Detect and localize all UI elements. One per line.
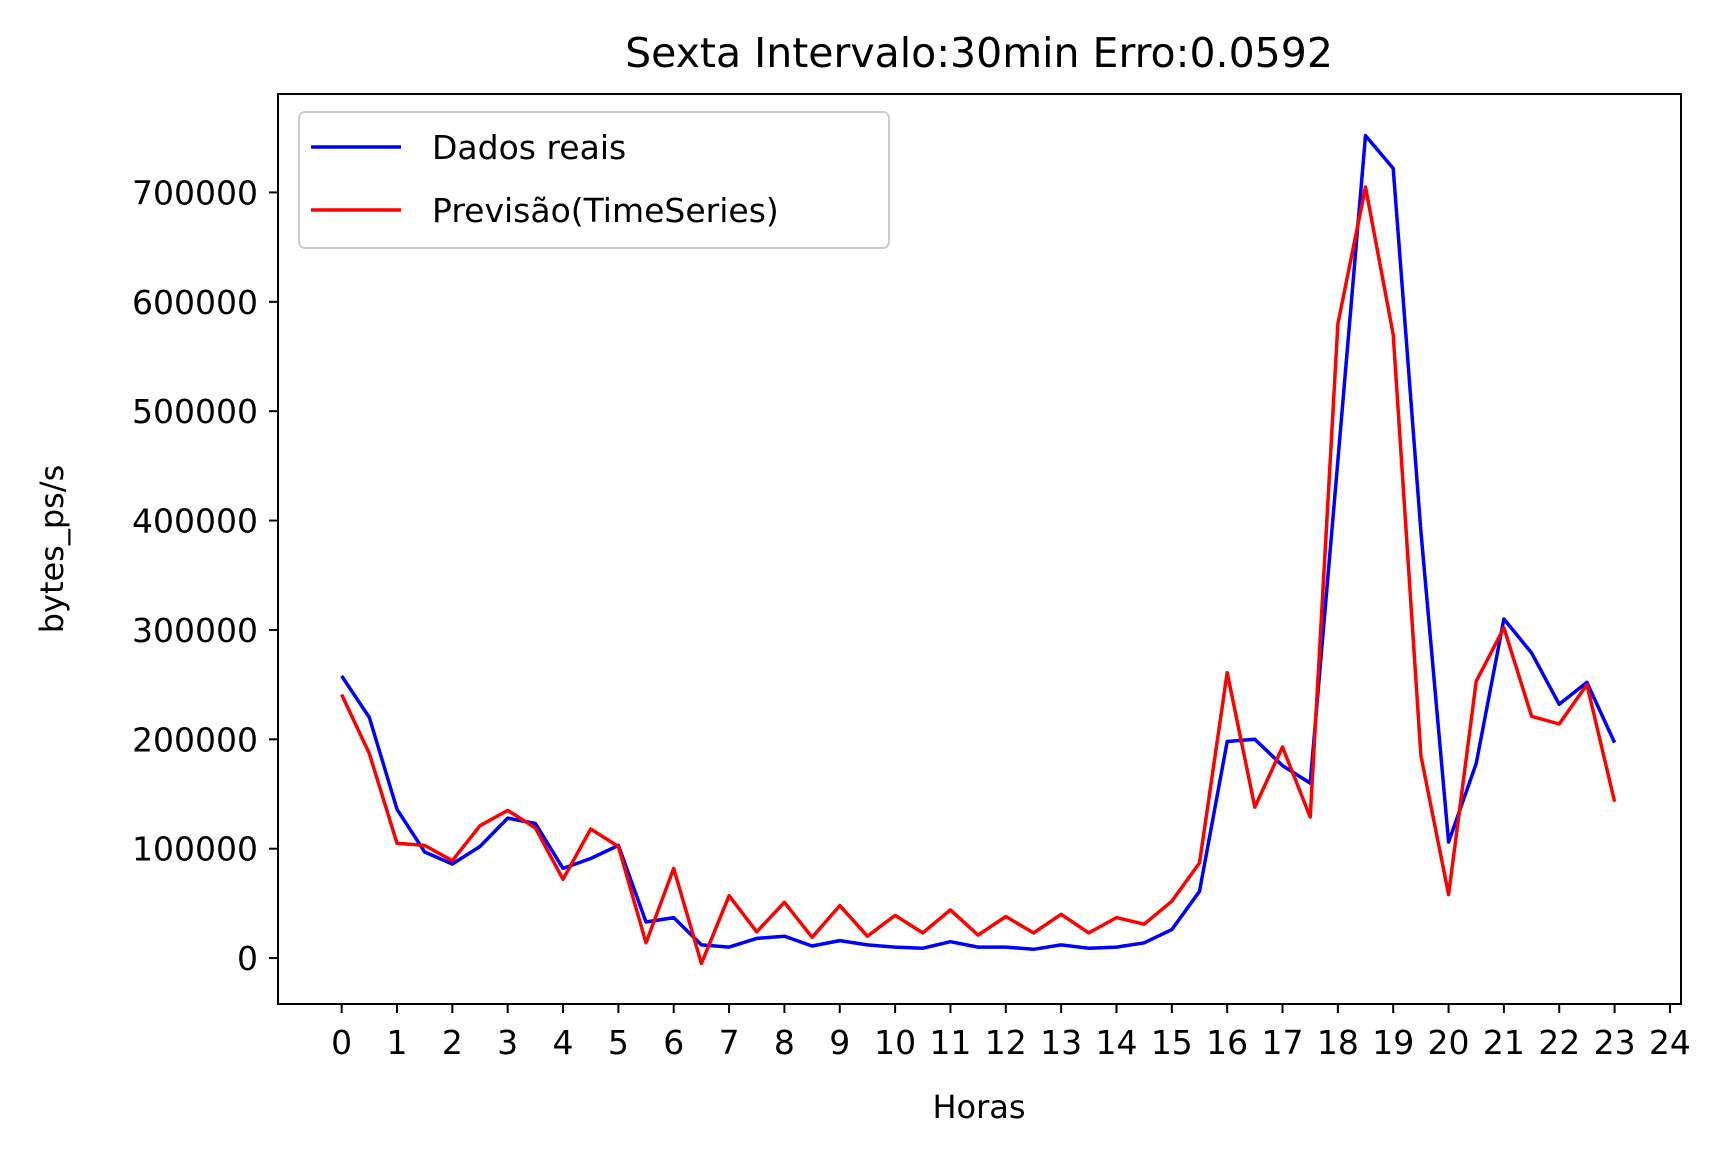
series-line-0 [340,133,1617,952]
plot-lines [340,133,1617,966]
chart-title: Sexta Intervalo:30min Erro:0.0592 [625,29,1333,77]
x-axis-label: Horas [932,1088,1025,1126]
x-tick-label: 20 [1428,1023,1470,1062]
x-tick-label: 24 [1649,1023,1691,1062]
x-tick-label: 2 [442,1023,463,1062]
series-line-1 [340,185,1617,966]
x-tick-label: 3 [497,1023,518,1062]
y-tick-label: 700000 [132,173,258,212]
x-tick-label: 0 [331,1023,352,1062]
y-axis: 0 100000 200000 300000 400000 500000 600000 700… [132,173,278,978]
plot-frame [277,93,1682,1005]
x-tick-label: 18 [1317,1023,1359,1062]
x-axis: 0 1 2 3 4 5 6 7 8 9 10 11 12 13 14 15 16 17 18 19 20 21 22 23 24 [331,1004,1691,1062]
x-tick-label: 1 [386,1023,407,1062]
x-tick-label: 8 [774,1023,795,1062]
x-tick-label: 9 [829,1023,850,1062]
legend: Dados reais Previsão(TimeSeries) [298,111,890,249]
y-tick-label: 0 [237,939,258,978]
x-tick-label: 4 [553,1023,574,1062]
y-tick-label: 300000 [132,611,258,650]
x-tick-label: 6 [663,1023,684,1062]
x-tick-label: 16 [1206,1023,1248,1062]
y-tick-label: 400000 [132,502,258,541]
x-tick-label: 19 [1372,1023,1414,1062]
x-tick-label: 17 [1262,1023,1304,1062]
y-axis-label: bytes_ps/s [33,465,71,634]
x-tick-label: 13 [1040,1023,1082,1062]
x-tick-label: 14 [1095,1023,1137,1062]
y-tick-label: 100000 [132,830,258,869]
legend-label-dados-reais: Dados reais [432,128,626,167]
x-tick-label: 22 [1538,1023,1580,1062]
y-tick-label: 600000 [132,283,258,322]
x-tick-label: 10 [874,1023,916,1062]
x-tick-label: 15 [1151,1023,1193,1062]
x-tick-label: 5 [608,1023,629,1062]
x-tick-label: 11 [929,1023,971,1062]
x-tick-label: 12 [985,1023,1027,1062]
legend-box [298,111,890,249]
x-tick-label: 7 [719,1023,740,1062]
y-tick-label: 500000 [132,392,258,431]
x-tick-label: 23 [1594,1023,1636,1062]
legend-label-previsao: Previsão(TimeSeries) [432,191,779,230]
y-tick-label: 200000 [132,720,258,759]
x-tick-label: 21 [1483,1023,1525,1062]
